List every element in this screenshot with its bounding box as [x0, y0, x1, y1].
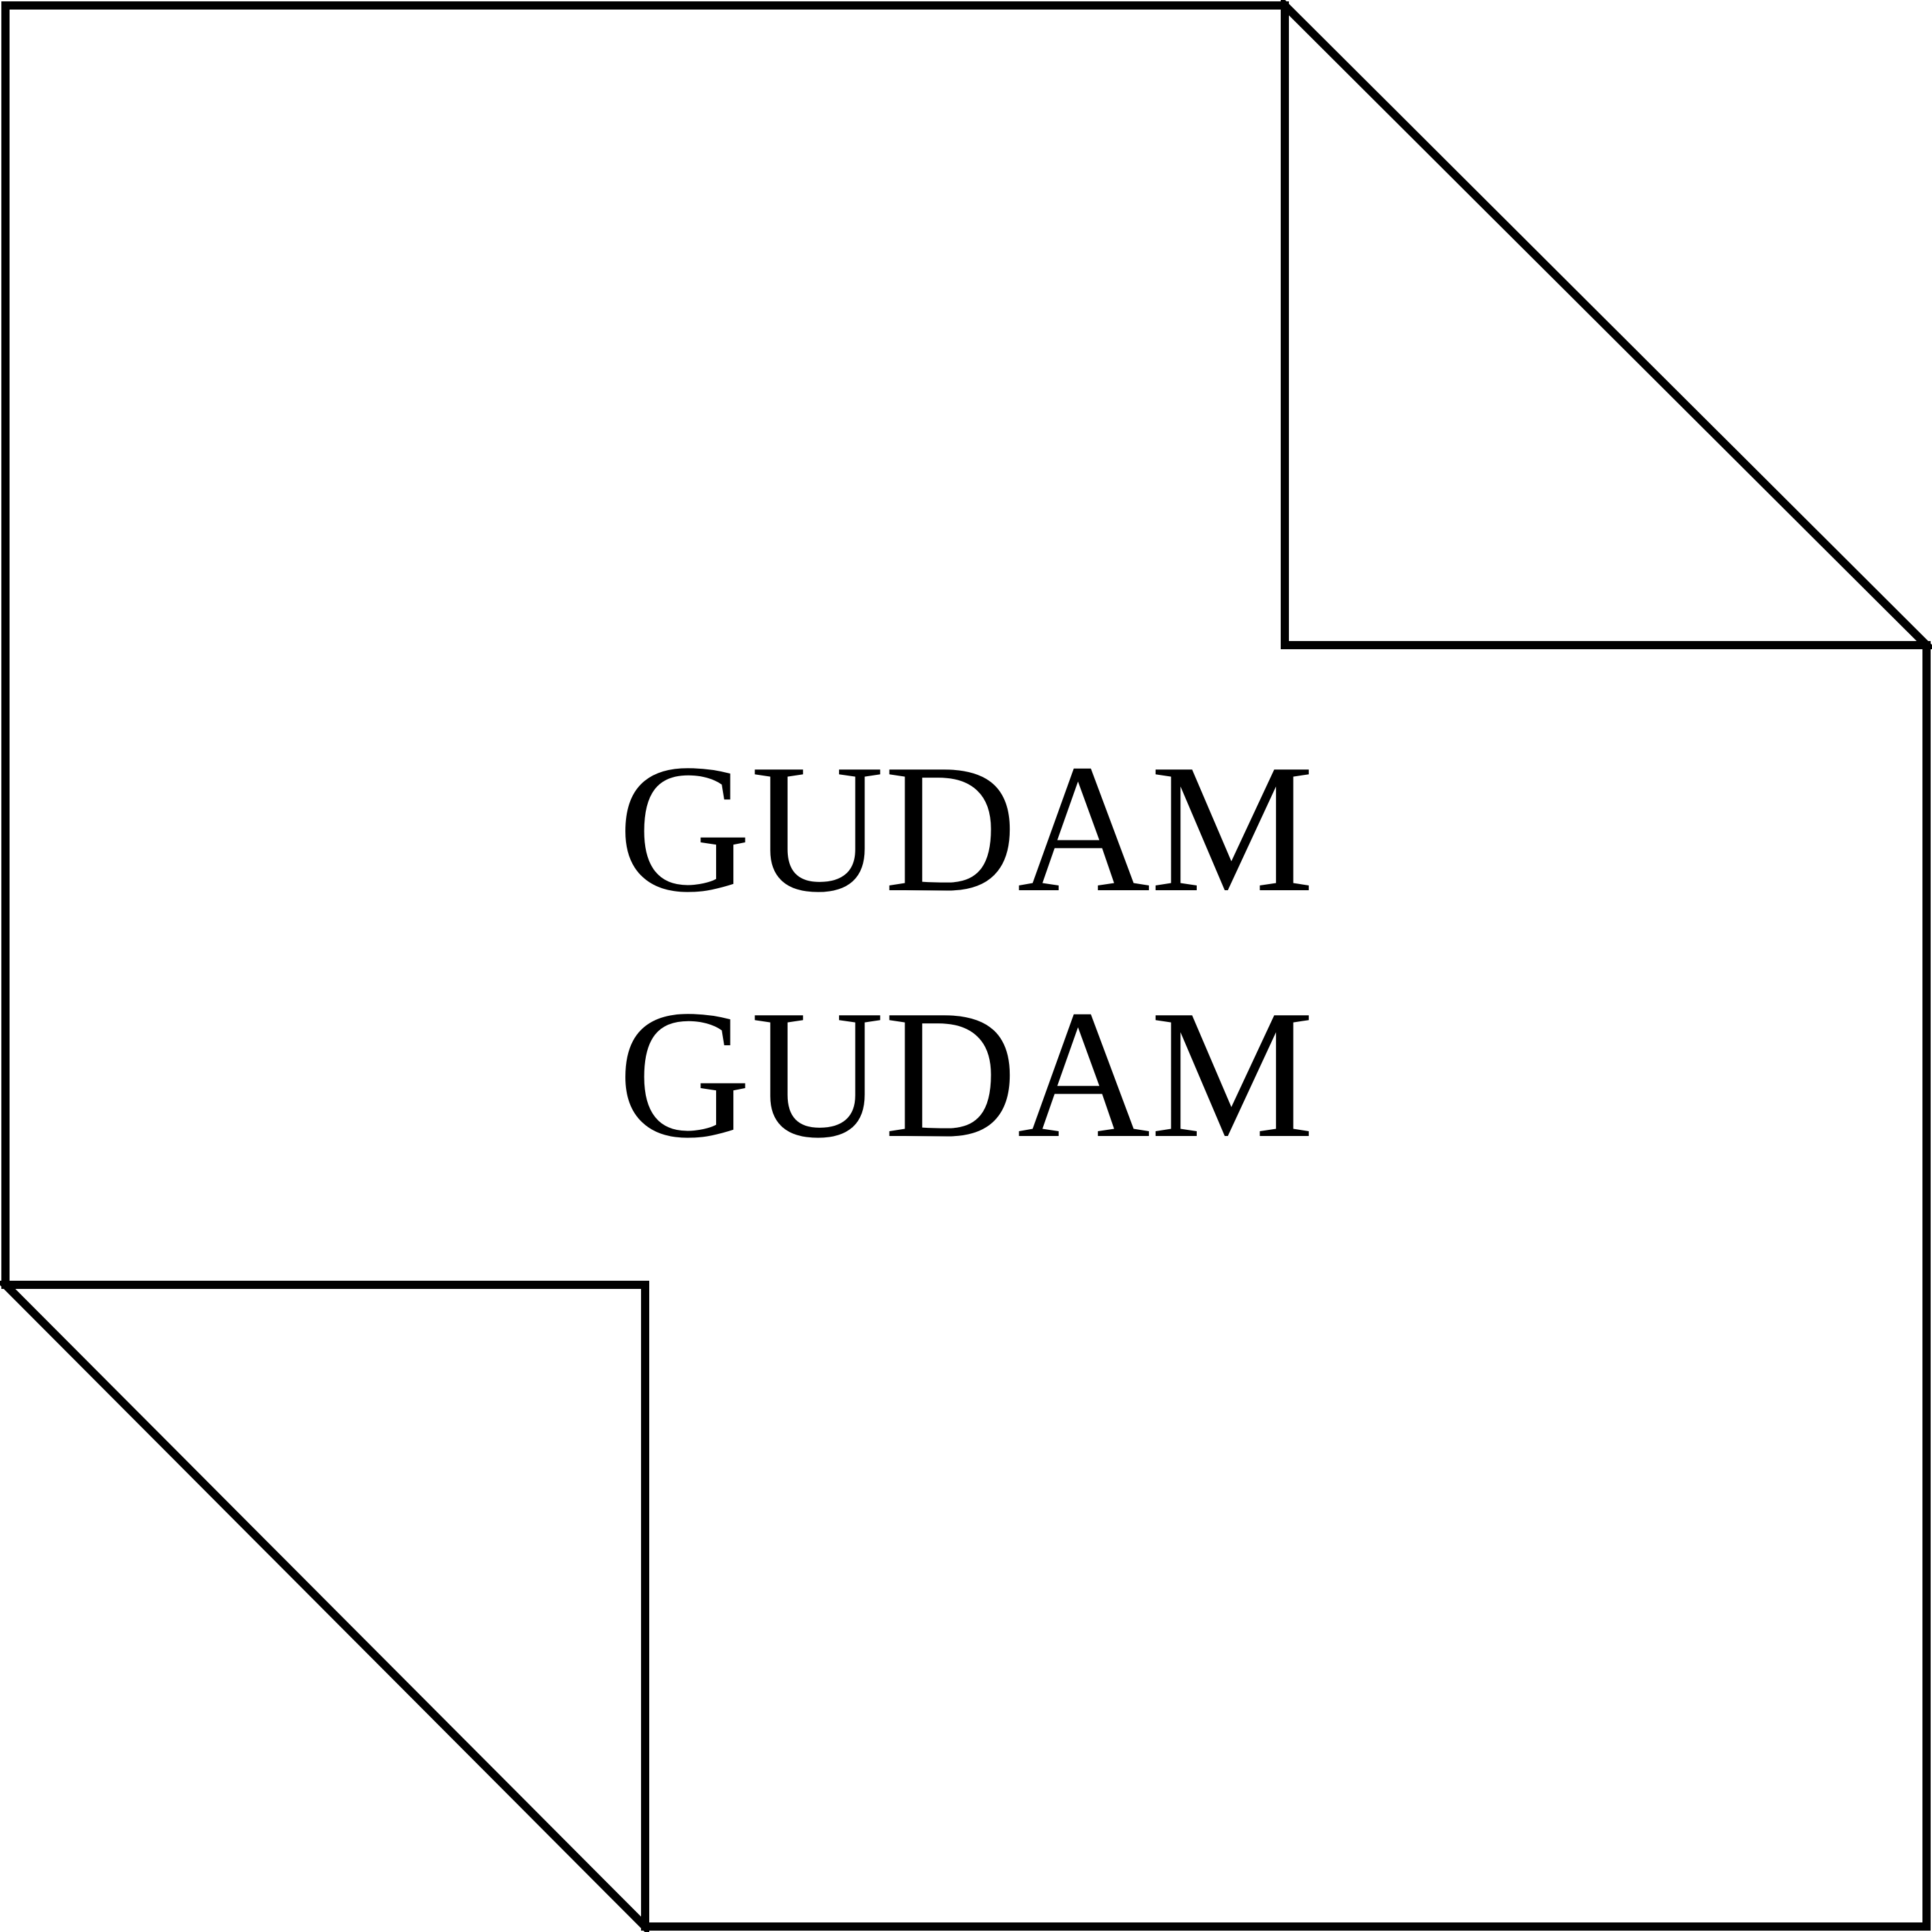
label-line-2: GUDAM [618, 972, 1314, 1176]
bottom-left-fold-flap [0, 1281, 649, 1932]
label-line-1: GUDAM [618, 726, 1314, 931]
top-right-fold-flap [1281, 0, 1932, 649]
